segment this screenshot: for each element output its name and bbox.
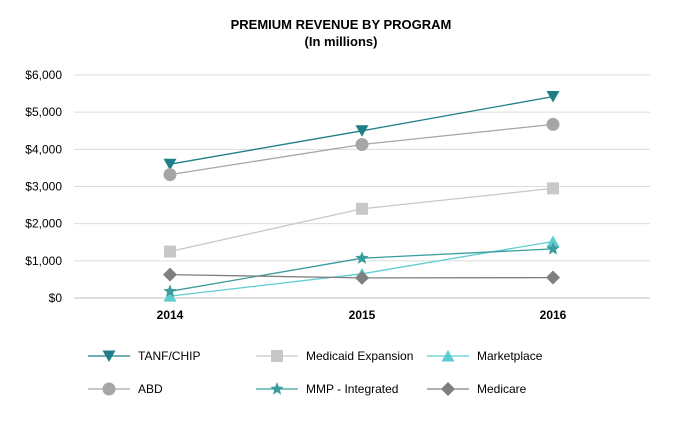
y-tick-label: $0 [49,291,63,305]
legend-label: Medicare [477,382,527,396]
legend-marker [441,350,455,362]
data-point [546,270,560,285]
series-marketplace [163,235,560,302]
legend-item: MMP - Integrated [256,382,398,396]
y-tick-label: $3,000 [25,180,62,194]
x-tick-label: 2015 [349,308,376,322]
legend-item: ABD [88,382,163,396]
series-tanf-chip [163,91,560,171]
y-tick-label: $4,000 [25,142,62,156]
series-abd [163,117,560,182]
data-point [163,284,177,297]
legend-marker [271,350,283,362]
data-point [356,202,368,215]
data-point [546,91,560,103]
data-point [163,267,177,282]
y-tick-label: $5,000 [25,105,62,119]
legend-label: Medicaid Expansion [306,349,413,363]
data-point [546,235,560,248]
legend-marker [270,382,284,395]
data-point [355,125,369,137]
series-line [169,187,554,253]
x-tick-label: 2016 [540,308,567,322]
data-point [546,117,560,131]
legend-marker [441,382,455,396]
series-medicaid-expansion [164,182,559,258]
data-point [355,251,369,264]
legend-label: Marketplace [477,349,543,363]
y-tick-label: $6,000 [25,68,62,82]
legend-label: MMP - Integrated [306,382,398,396]
data-point [164,245,176,258]
series-mmp-integrated [163,241,560,297]
legend-item: TANF/CHIP [88,349,200,363]
legend-item: Medicaid Expansion [256,349,413,363]
legend-label: TANF/CHIP [138,349,200,363]
data-point [546,241,560,255]
data-point [355,138,369,152]
chart-title: PREMIUM REVENUE BY PROGRAM [231,17,452,32]
data-point [163,290,177,302]
series-medicare [163,267,560,285]
data-point [163,158,177,171]
y-tick-label: $2,000 [25,217,62,231]
legend-item: Medicare [427,382,527,396]
chart-subtitle: (In millions) [305,34,378,49]
data-point [355,270,369,285]
legend-marker [102,350,116,362]
data-point [547,182,559,195]
x-tick-label: 2014 [157,308,184,322]
data-point [163,168,177,182]
legend-item: Marketplace [427,349,543,363]
y-tick-label: $1,000 [25,254,62,268]
legend-label: ABD [138,382,163,396]
legend-marker [102,382,116,396]
